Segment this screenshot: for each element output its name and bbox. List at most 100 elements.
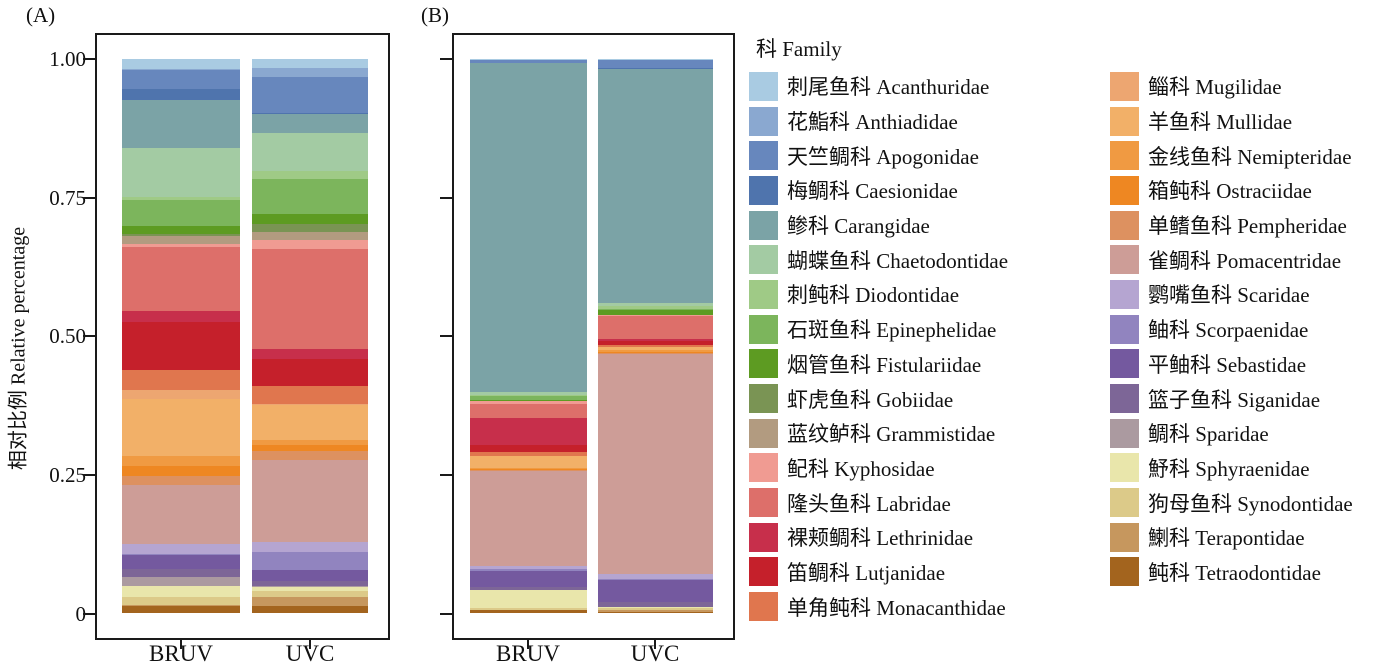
color-swatch-icon	[749, 314, 778, 344]
color-swatch-icon	[749, 418, 778, 448]
bar-segment-siganidae	[470, 587, 587, 591]
bar-segment-mullidae	[122, 399, 240, 456]
color-swatch-icon	[1110, 488, 1139, 518]
color-swatch-icon	[749, 384, 778, 414]
color-swatch-icon	[749, 279, 778, 309]
bar-segment-nemipteridae	[122, 455, 240, 467]
bar-segment-tetraodontidae	[122, 606, 240, 613]
legend-item-siganidae: 篮子鱼科 Siganidae	[1110, 381, 1353, 416]
panel-a-label: (A)	[26, 3, 56, 27]
legend-item-label: 烟管鱼科 Fistulariidae	[787, 352, 982, 377]
bar-segment-sebastidae	[252, 569, 368, 581]
x-tick	[180, 640, 182, 649]
legend-item-caesionidae: 梅鲷科 Caesionidae	[749, 173, 1008, 208]
legend-item-lutjanidae: 笛鲷科 Lutjanidae	[749, 555, 1008, 590]
color-swatch-icon	[749, 175, 778, 205]
bar-segment-labridae	[470, 403, 587, 419]
bar-panel-a-uvc	[252, 59, 368, 613]
legend-item-synodontidae: 狗母鱼科 Synodontidae	[1110, 485, 1353, 520]
bar-segment-sphyraenidae	[470, 590, 587, 609]
bar-segment-apogonidae	[252, 76, 368, 114]
bar-segment-mugilidae	[252, 403, 368, 405]
bar-segment-carangidae	[122, 99, 240, 148]
bar-segment-terapontidae	[252, 596, 368, 607]
legend-item-label: 刺鲀科 Diodontidae	[787, 283, 960, 308]
legend-item-labridae: 隆头鱼科 Labridae	[749, 485, 1008, 520]
color-swatch-icon	[749, 557, 778, 587]
bar-segment-mullidae	[252, 404, 368, 440]
x-label-panel-b-uvc: UVC	[630, 641, 680, 666]
bar-segment-lethrinidae	[470, 418, 587, 445]
color-swatch-icon	[749, 522, 778, 552]
y-axis-title: 相对比例 Relative percentage	[7, 226, 30, 471]
legend-item-kyphosidae: 鱾科 Kyphosidae	[749, 451, 1008, 486]
bar-segment-acanthuridae	[122, 59, 240, 69]
y-tick-label-0.25: 0.25	[49, 462, 86, 487]
bar-segment-scaridae	[252, 541, 368, 552]
bar-segment-pempheridae	[598, 352, 713, 354]
bar-segment-scorpaenidae	[122, 553, 240, 555]
bar-segment-fistulariidae	[122, 226, 240, 235]
bar-segment-synodontidae	[122, 596, 240, 606]
legend-item-terapontidae: 鯻科 Terapontidae	[1110, 520, 1353, 555]
legend-item-sparidae: 鲷科 Sparidae	[1110, 416, 1353, 451]
color-swatch-icon	[1110, 175, 1139, 205]
bar-segment-kyphosidae	[470, 400, 587, 404]
y-tick-label-0.75: 0.75	[49, 185, 86, 210]
bar-segment-fistulariidae	[470, 399, 587, 401]
legend-item-label: 平鲉科 Sebastidae	[1148, 352, 1307, 377]
bar-segment-diodontidae	[252, 170, 368, 179]
bar-segment-monacanthidae	[470, 452, 587, 457]
color-swatch-icon	[749, 71, 778, 101]
bar-segment-caesionidae	[598, 68, 713, 70]
legend-item-label: 金线鱼科 Nemipteridae	[1148, 144, 1352, 169]
bar-segment-synodontidae	[252, 591, 368, 597]
panel-b-plot	[440, 33, 735, 649]
bar-segment-lethrinidae	[598, 339, 713, 342]
legend-item-sphyraenidae: 魣科 Sphyraenidae	[1110, 451, 1353, 486]
legend-item-monacanthidae: 单角鲀科 Monacanthidae	[749, 589, 1008, 624]
bar-segment-labridae	[598, 315, 713, 340]
bar-segment-mugilidae	[122, 389, 240, 400]
bar-segment-mullidae	[598, 347, 713, 350]
bar-segment-fistulariidae	[252, 213, 368, 224]
bar-segment-acanthuridae	[252, 59, 368, 68]
legend-column-1: 刺尾鱼科 Acanthuridae 花鮨科 Anthiadidae 天竺鲷科 Apo…	[749, 69, 1008, 624]
y-tick	[83, 612, 95, 615]
bar-segment-pomacentridae	[252, 459, 368, 542]
y-tick	[83, 473, 95, 476]
legend-title: 科 Family	[756, 37, 842, 61]
color-swatch-icon	[749, 245, 778, 275]
color-swatch-icon	[1110, 71, 1139, 101]
x-tick	[654, 640, 656, 649]
legend-item-lethrinidae: 裸颊鲷科 Lethrinidae	[749, 520, 1008, 555]
bar-segment-apogonidae	[598, 60, 713, 69]
legend-item-label: 篮子鱼科 Siganidae	[1148, 387, 1321, 412]
color-swatch-icon	[749, 488, 778, 518]
bar-panel-a-bruv	[122, 59, 240, 613]
bar-segment-epinephelidae	[470, 395, 587, 400]
bar-segment-nemipteridae	[252, 439, 368, 446]
legend-item-label: 雀鲷科 Pomacentridae	[1148, 248, 1342, 273]
bar-segment-carangidae	[252, 114, 368, 134]
bar-segment-pomacentridae	[122, 485, 240, 545]
bar-segment-pomacentridae	[598, 353, 713, 575]
color-swatch-icon	[749, 592, 778, 622]
bar-segment-sphyraenidae	[598, 607, 713, 609]
color-swatch-icon	[1110, 106, 1139, 136]
bar-segment-chaetodontidae	[470, 392, 587, 395]
y-tick	[83, 58, 95, 60]
legend-item-sebastidae: 平鲉科 Sebastidae	[1110, 347, 1353, 382]
legend-item-label: 裸颊鲷科 Lethrinidae	[787, 526, 974, 551]
bar-segment-tetraodontidae	[470, 609, 587, 613]
color-swatch-icon	[1110, 314, 1139, 344]
legend-item-pempheridae: 单鳍鱼科 Pempheridae	[1110, 208, 1353, 243]
bar-segment-ostraciidae	[252, 445, 368, 452]
bar-segment-fistulariidae	[598, 310, 713, 315]
legend-item-fistulariidae: 烟管鱼科 Fistulariidae	[749, 347, 1008, 382]
legend-item-label: 鯻科 Terapontidae	[1148, 526, 1305, 551]
panel-a-plot	[83, 33, 390, 649]
bar-segment-anthiadidae	[122, 68, 240, 71]
legend-item-label: 梅鲷科 Caesionidae	[787, 179, 958, 204]
legend-item-label: 鲀科 Tetraodontidae	[1148, 560, 1321, 585]
